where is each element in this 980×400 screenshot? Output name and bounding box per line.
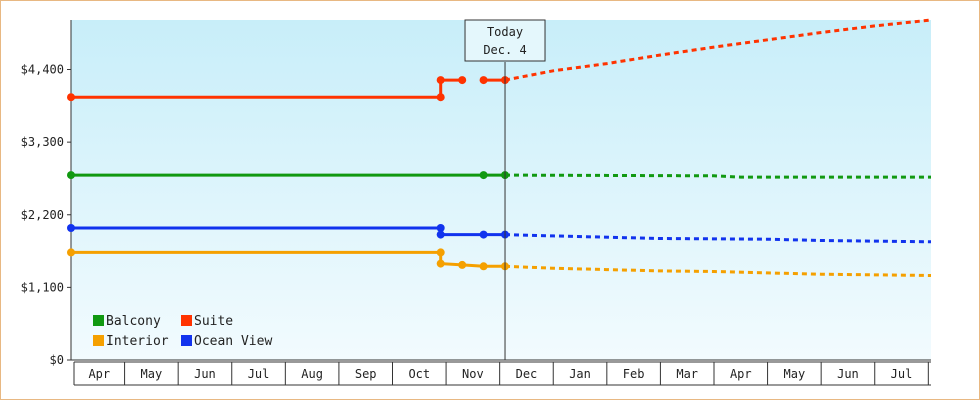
today-marker: Today Dec. 4 [464,19,546,360]
interior-forecast-line [504,264,932,277]
legend-item-balcony[interactable]: Balcony [93,314,161,329]
interior-point[interactable] [479,262,488,271]
series-suite [67,18,932,102]
axes [70,20,931,361]
month-label: Jan [569,367,591,381]
legend-swatch [93,315,104,326]
month-label: Aug [301,367,323,381]
legend-item-ocean-view[interactable]: Ocean View [181,334,272,349]
today-label: Today [487,25,523,39]
series-ocean-view [67,224,932,244]
series-balcony [67,171,931,180]
month-label: Apr [88,367,110,381]
month-label: Sep [355,367,377,381]
plot-area [71,20,931,360]
suite-point[interactable] [436,76,445,85]
legend-label: Suite [194,314,233,329]
ocean-view-point[interactable] [479,230,488,239]
ocean-view-point[interactable] [436,224,445,232]
legend-label: Ocean View [194,334,272,349]
legend-swatch [181,335,192,346]
ocean-view-forecast-line [504,233,932,244]
month-label: Jun [194,367,216,381]
interior-point[interactable] [436,248,445,257]
suite-point[interactable] [479,76,488,85]
interior-point[interactable] [67,248,75,257]
y-tick-label: $2,200 [21,208,64,222]
suite-point[interactable] [458,76,467,85]
month-label: Oct [408,367,430,381]
month-label: Jul [891,367,913,381]
x-axis-months: Apr May Jun Jul Aug Sep Oct Nov Dec Jan Feb Mar Apr M… [73,361,931,386]
y-tick-label: $3,300 [21,135,64,149]
suite-history-line [71,78,463,99]
month-label: May [784,367,806,381]
suite-point[interactable] [436,93,445,102]
legend: Balcony Suite Interior Ocean View [93,314,272,349]
interior-point[interactable] [458,260,467,269]
today-date: Dec. 4 [483,43,526,57]
y-tick-label: $1,100 [21,280,64,294]
series-lines [67,18,932,277]
suite-point[interactable] [67,93,75,102]
month-label: Jul [248,367,270,381]
month-label: Nov [462,367,484,381]
month-label: Jun [837,367,859,381]
y-axis-ticks: $0 $1,100 $2,200 $3,300 $4,400 [21,63,71,367]
legend-item-suite[interactable]: Suite [181,314,233,329]
legend-swatch [93,335,104,346]
y-tick-label: $0 [50,353,64,367]
suite-forecast-line [504,18,932,82]
ocean-view-point[interactable] [67,224,75,232]
month-label: May [141,367,163,381]
month-label: Dec [516,367,538,381]
ocean-view-point[interactable] [436,230,445,239]
legend-label: Interior [106,334,169,349]
legend-item-interior[interactable]: Interior [93,334,169,349]
month-label: Apr [730,367,752,381]
legend-swatch [181,315,192,326]
month-label: Mar [676,367,698,381]
balcony-point[interactable] [67,171,75,180]
y-tick-label: $4,400 [21,63,64,77]
legend-label: Balcony [106,314,161,329]
today-box [464,19,546,62]
month-label: Feb [623,367,645,381]
interior-point[interactable] [436,259,445,268]
balcony-point[interactable] [479,171,488,180]
